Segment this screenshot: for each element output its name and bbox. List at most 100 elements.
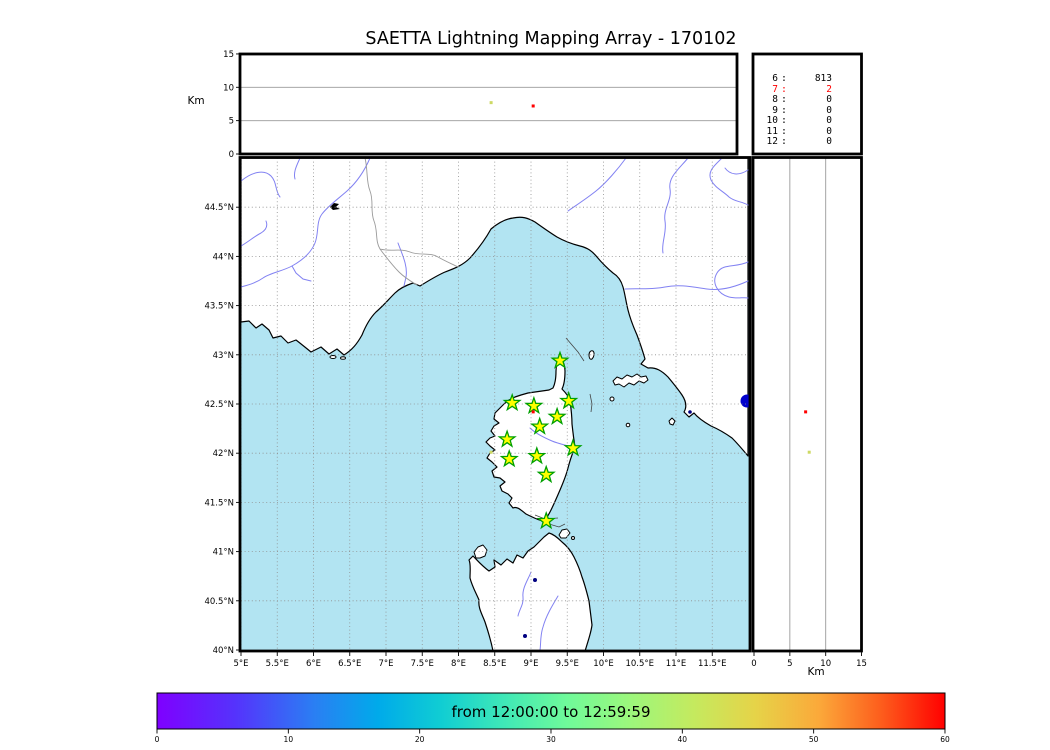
altitude-lat-panel bbox=[789, 158, 827, 651]
lon-tick-label: 6.5°E bbox=[338, 659, 361, 669]
lma-station-marker bbox=[536, 464, 556, 484]
lma-station-marker bbox=[497, 429, 517, 448]
lon-tick-label: 5.5°E bbox=[266, 659, 289, 669]
station-count-cell: 2 bbox=[826, 83, 832, 95]
river-arno bbox=[624, 280, 749, 290]
lon-tick-label: 9°E bbox=[523, 659, 538, 669]
river-tiber bbox=[714, 261, 749, 299]
station-count-cell: 11 bbox=[766, 125, 778, 137]
station-count-cell: 8 bbox=[772, 94, 778, 105]
lma-station-marker bbox=[550, 350, 570, 369]
station-count-cell: 0 bbox=[826, 136, 832, 147]
chart-line-east-corsica bbox=[589, 393, 593, 413]
lat-tick-label: 41.5°N bbox=[204, 498, 234, 508]
station-count-cell: 9 bbox=[772, 104, 778, 116]
station-count-cell: : bbox=[781, 125, 787, 137]
lon-tick-label: 7°E bbox=[378, 659, 393, 669]
station-count-cell: : bbox=[781, 94, 787, 105]
station-count-row: 8: 0 bbox=[756, 94, 854, 106]
colorbar-tick-label: 50 bbox=[809, 735, 819, 744]
flash-source-dot-right bbox=[804, 410, 808, 414]
station-count-table: 6: 813 7: 2 8: 0 9: 0 10: 0 11: 0 12: 0 bbox=[756, 73, 854, 148]
station-count-row: 6: 813 bbox=[756, 73, 854, 85]
porquerolles-island bbox=[329, 355, 337, 359]
river-liguria bbox=[567, 157, 627, 212]
colorbar-tick-label: 10 bbox=[284, 735, 294, 744]
lake-bolsena bbox=[740, 394, 751, 408]
station-count-cell: 0 bbox=[826, 104, 832, 116]
colorbar-frame bbox=[156, 692, 946, 730]
km-axis-label-right: Km bbox=[807, 666, 824, 678]
alt-tick-label-left: 10 bbox=[223, 83, 234, 93]
lat-tick-label: 44°N bbox=[213, 252, 234, 262]
lon-tick-label: 5°E bbox=[233, 659, 248, 669]
sardinia-outline bbox=[468, 532, 593, 651]
capraia-island bbox=[588, 350, 595, 360]
lat-tick-label: 40.5°N bbox=[204, 597, 234, 607]
river-durance bbox=[241, 157, 371, 288]
port-cros-island bbox=[340, 356, 346, 360]
flash-source-dot-right bbox=[807, 450, 811, 454]
lma-station-marker bbox=[530, 416, 550, 435]
map-markers bbox=[489, 350, 583, 530]
lma-station-marker bbox=[536, 510, 556, 530]
station-count-cell: 6 bbox=[772, 73, 778, 84]
lon-tick-label: 10°E bbox=[593, 659, 613, 669]
colorbar-gradient bbox=[157, 693, 945, 729]
flash-source-dot-map bbox=[531, 410, 535, 414]
coastline-mainland bbox=[241, 157, 749, 457]
chart-line-cap-corse bbox=[565, 337, 585, 362]
lat-tick-label: 42°N bbox=[213, 449, 234, 459]
alt-tick-label-left: 0 bbox=[229, 150, 234, 160]
lon-tick-label: 11°E bbox=[666, 659, 686, 669]
river-topright bbox=[709, 157, 749, 206]
flash-source-dot-map bbox=[489, 450, 493, 454]
maddalena-islet bbox=[571, 536, 575, 540]
lon-tick-label: 10.5°E bbox=[625, 659, 654, 669]
station-count-row: 12: 0 bbox=[756, 136, 854, 148]
lake-sardinia-south bbox=[523, 634, 527, 638]
river-topright-corner bbox=[724, 167, 749, 175]
lat-tick-label: 43°N bbox=[213, 351, 234, 361]
lat-tick-label: 41°N bbox=[213, 548, 234, 558]
colorbar-ticks: 0 10 20 30 40 50 60 bbox=[155, 729, 950, 744]
lma-station-marker bbox=[547, 406, 567, 425]
pianosa-island bbox=[609, 396, 615, 402]
alt-tick-label-bottom: 0 bbox=[751, 659, 756, 669]
map-panel bbox=[241, 157, 751, 651]
river-po-tributary bbox=[662, 157, 689, 254]
lon-tick-label: 11.5°E bbox=[698, 659, 727, 669]
colorbar-tick-label: 40 bbox=[678, 735, 688, 744]
lma-station-marker bbox=[524, 395, 544, 415]
region-border-liguria bbox=[379, 248, 459, 268]
lat-tick-label: 44.5°N bbox=[204, 203, 234, 213]
alt-tick-label-left: 15 bbox=[223, 50, 234, 60]
station-count-row: 11: 0 bbox=[756, 125, 854, 138]
map-grid bbox=[241, 158, 750, 651]
station-count-cell: : bbox=[781, 83, 787, 95]
asinara-island bbox=[473, 544, 488, 559]
page-title: SAETTA Lightning Mapping Array - 170102 bbox=[365, 29, 736, 49]
flash-source-dot-top bbox=[489, 101, 493, 105]
lma-station-marker bbox=[563, 438, 583, 457]
station-count-cell: : bbox=[781, 104, 787, 116]
alt-tick-label-bottom: 15 bbox=[856, 659, 867, 669]
river-top-small bbox=[294, 157, 301, 180]
montecristo-island bbox=[625, 422, 631, 428]
alt-tick-label-bottom: 10 bbox=[820, 659, 831, 669]
colorbar-tick-label: 20 bbox=[415, 735, 425, 744]
river-durance-branch bbox=[291, 265, 312, 282]
station-count-cell: 813 bbox=[814, 73, 832, 84]
station-count-cell: 12 bbox=[766, 136, 778, 147]
station-table-frame bbox=[751, 52, 863, 156]
station-count-cell: 10 bbox=[766, 115, 778, 126]
lat-tick-label: 40°N bbox=[213, 646, 234, 656]
colorbar-tick-label: 30 bbox=[546, 735, 556, 744]
station-count-cell: 7 bbox=[772, 83, 778, 95]
lon-tick-label: 7.5°E bbox=[411, 659, 434, 669]
alt-tick-label-bottom: 5 bbox=[787, 659, 792, 669]
station-count-cell: : bbox=[781, 136, 787, 147]
river-var bbox=[397, 242, 407, 287]
